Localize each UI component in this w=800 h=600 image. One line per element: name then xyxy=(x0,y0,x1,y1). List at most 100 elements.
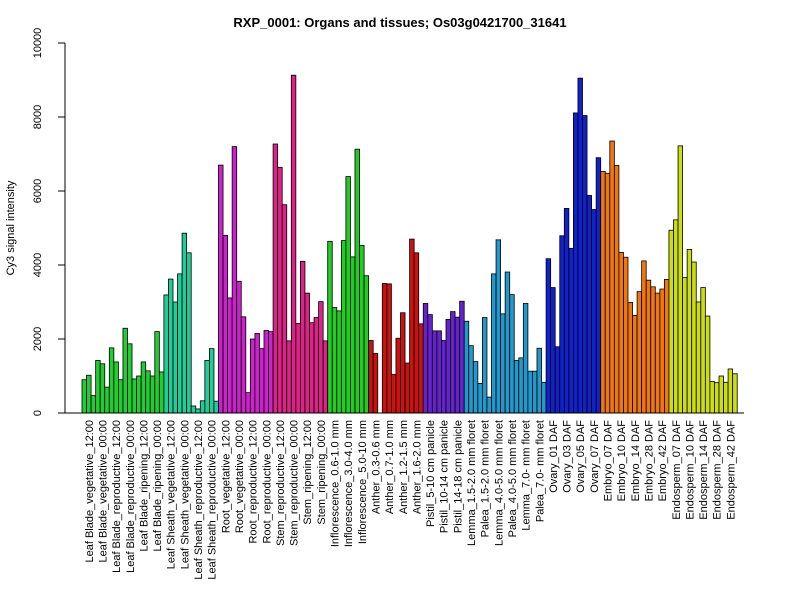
x-tick-label: Anther_0.7-1.0 mm xyxy=(384,420,396,514)
bar xyxy=(573,112,579,414)
bar xyxy=(99,363,106,414)
y-tick-label: 2000 xyxy=(32,327,44,351)
x-tick-label: Leaf Blade_vegetative_00:00 xyxy=(97,420,109,563)
bar xyxy=(95,360,101,414)
chart-title: RXP_0001: Organs and tissues; Os03g04217… xyxy=(233,15,566,30)
y-tick-label: 6000 xyxy=(32,179,44,203)
bar xyxy=(532,370,538,414)
bar xyxy=(472,361,479,414)
bar xyxy=(709,381,715,414)
bar xyxy=(263,330,269,414)
bar xyxy=(422,303,429,414)
x-tick-label: Ovary_03 DAF xyxy=(562,420,574,493)
bar xyxy=(541,381,547,414)
bar xyxy=(368,340,374,414)
bar xyxy=(195,408,201,414)
bar xyxy=(272,143,279,414)
bar xyxy=(677,145,683,414)
bar xyxy=(700,287,706,414)
bar xyxy=(504,271,511,414)
bar xyxy=(486,396,492,414)
bar xyxy=(632,314,638,414)
bar xyxy=(468,345,474,414)
bar xyxy=(654,292,661,414)
x-tick-label: Leaf Sheath_vegetative_12:00 xyxy=(166,420,178,569)
bar xyxy=(623,256,629,414)
x-tick-label: Endosperm_42 DAF xyxy=(725,420,737,520)
bar xyxy=(381,283,388,414)
x-tick-label: Stem_ripening_00:00 xyxy=(316,420,328,525)
bar xyxy=(213,400,219,414)
bar xyxy=(104,386,110,414)
bar xyxy=(363,275,370,414)
bar xyxy=(90,395,97,414)
x-tick-label: Leaf Blade_ripening_00:00 xyxy=(152,420,164,552)
bar xyxy=(500,313,506,414)
bar xyxy=(359,244,365,414)
x-tick-label: Embryo_14 DAF xyxy=(630,420,642,502)
bar xyxy=(536,347,542,414)
bar xyxy=(427,314,433,414)
bar xyxy=(168,278,174,414)
bar xyxy=(704,315,711,414)
bar xyxy=(136,375,142,414)
bar xyxy=(527,370,533,414)
bar xyxy=(718,375,724,414)
bar xyxy=(163,294,169,414)
x-tick-label: Endosperm_07 DAF xyxy=(671,420,683,520)
bar xyxy=(199,400,206,414)
bar xyxy=(582,115,588,414)
x-tick-label: Anther_0.3-0.6 mm xyxy=(370,420,382,514)
bar xyxy=(723,381,729,414)
bar xyxy=(550,287,556,414)
bar xyxy=(122,327,128,414)
bar xyxy=(295,323,301,414)
bar xyxy=(568,247,574,414)
x-tick-label: Lemma_4.0-5.0 mm floret xyxy=(493,420,505,546)
bar xyxy=(491,273,497,414)
bar xyxy=(218,164,224,414)
bar xyxy=(459,300,465,414)
x-tick-label: Anther_1.2-1.5 mm xyxy=(398,420,410,514)
bar xyxy=(545,258,552,414)
bar xyxy=(208,348,215,414)
x-tick-label: Pistil_10-14 cm panicle xyxy=(439,420,451,533)
bar xyxy=(691,261,697,414)
x-tick-label: Leaf Sheath_reproductive_12:00 xyxy=(193,420,205,580)
x-axis-tick-labels: Leaf Blade_vegetative_12:00 Leaf Blade_ve… xyxy=(84,420,738,580)
x-tick-label: Embryo_28 DAF xyxy=(643,420,655,502)
bar xyxy=(309,322,315,414)
bar xyxy=(695,301,702,414)
bar xyxy=(286,340,292,414)
bar xyxy=(108,347,115,414)
bar xyxy=(477,382,483,414)
bar xyxy=(350,256,356,414)
y-tick-label: 8000 xyxy=(32,105,44,129)
y-axis: 0 2000 4000 6000 8000 10000 xyxy=(32,28,66,416)
bar xyxy=(513,360,520,414)
x-tick-label: Root_reproductive_00:00 xyxy=(261,420,273,544)
bar xyxy=(231,146,238,414)
bar xyxy=(554,346,561,414)
bar xyxy=(158,371,165,414)
bar xyxy=(336,310,342,414)
bar xyxy=(445,318,451,414)
x-tick-label: Pistil_14-18 cm panicle xyxy=(452,420,464,533)
x-tick-label: Endosperm_28 DAF xyxy=(712,420,724,520)
x-tick-label: Palea_4.0-5.0 mm floret xyxy=(507,420,519,537)
bar xyxy=(714,382,720,414)
bar xyxy=(259,348,265,414)
bar xyxy=(436,330,442,414)
x-tick-label: Ovary_07 DAF xyxy=(589,420,601,493)
bar xyxy=(495,239,501,414)
bar xyxy=(686,249,693,414)
bar xyxy=(609,140,615,414)
bar xyxy=(664,279,670,414)
bar xyxy=(222,234,229,414)
x-tick-label: Leaf Blade_ripening_12:00 xyxy=(138,420,150,552)
bar xyxy=(204,360,210,414)
bar xyxy=(118,379,124,414)
x-tick-label: Ovary_05 DAF xyxy=(575,420,587,493)
bar xyxy=(277,166,283,414)
